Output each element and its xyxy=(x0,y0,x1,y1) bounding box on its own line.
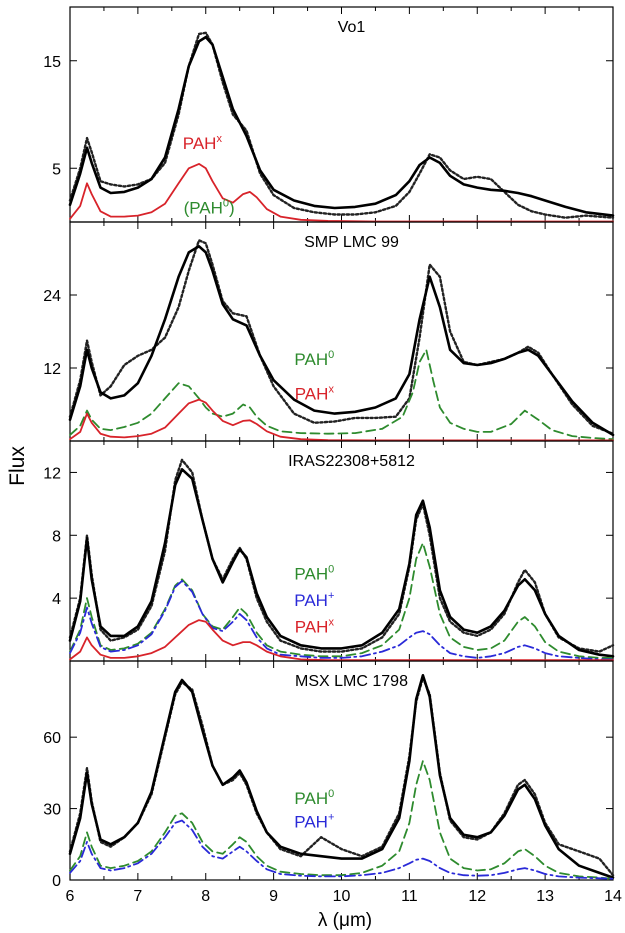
panel-frame xyxy=(69,440,614,662)
series-line xyxy=(68,467,615,658)
series-line xyxy=(68,239,615,435)
species-label: PAH0 xyxy=(294,349,334,369)
series-line xyxy=(68,673,615,879)
series-line xyxy=(68,245,615,437)
x-tick-label: 13 xyxy=(536,888,554,905)
series-line xyxy=(69,619,614,662)
y-tick-label: 24 xyxy=(43,288,61,305)
y-tick-label: 5 xyxy=(52,161,61,178)
x-axis-label: λ (μm) xyxy=(318,910,372,931)
y-tick-label: 30 xyxy=(43,802,61,819)
x-tick-label: 6 xyxy=(66,888,75,905)
x-tick-label: 12 xyxy=(468,888,486,905)
series-line xyxy=(69,580,614,661)
y-axis-label: Flux xyxy=(6,446,29,486)
y-tick-label: 12 xyxy=(43,465,61,482)
y-tick-label: 15 xyxy=(43,54,61,71)
chart-panel: 5 15 Vo1 PAHx (PAH0) xyxy=(43,6,615,223)
species-label: PAH+ xyxy=(294,590,334,610)
series-line xyxy=(69,162,614,223)
species-label: PAHx xyxy=(295,617,335,637)
series-line xyxy=(68,31,615,219)
species-label: PAHx xyxy=(183,133,223,153)
species-label: PAH0 xyxy=(294,563,334,583)
panel-title: IRAS22308+5812 xyxy=(288,453,415,470)
y-tick-label: 4 xyxy=(52,591,61,608)
species-label: (PAH0) xyxy=(184,197,235,217)
series-line xyxy=(69,760,614,880)
y-tick-label: 8 xyxy=(52,528,61,545)
panel-frame xyxy=(69,221,614,442)
x-tick-label: 7 xyxy=(133,888,142,905)
panel-title: MSX LMC 1798 xyxy=(295,673,408,690)
series-line xyxy=(68,676,615,877)
y-tick-label: 0 xyxy=(52,873,61,890)
chart-panel: 4 8 12 IRAS22308+5812 PAH0 PAH+ PAHx xyxy=(43,440,615,662)
panel-frame xyxy=(69,660,614,881)
panel-title: Vo1 xyxy=(338,19,366,36)
x-tick-label: 10 xyxy=(333,888,351,905)
series-line xyxy=(69,398,614,442)
panel-title: SMP LMC 99 xyxy=(304,234,399,251)
series-line xyxy=(69,542,614,659)
x-tick-label: 14 xyxy=(604,888,622,905)
x-tick-label: 8 xyxy=(201,888,210,905)
species-label: PAH+ xyxy=(294,812,334,832)
chart-panel: 0 30 60 MSX LMC 1798 PAH0 PAH+ xyxy=(43,660,615,890)
y-tick-label: 12 xyxy=(43,361,61,378)
series-line xyxy=(69,819,614,880)
chart-panel: 12 24 SMP LMC 99 PAH0 PAHx xyxy=(43,221,615,442)
series-line xyxy=(68,35,615,217)
panel-frame xyxy=(69,6,614,223)
species-label: PAHx xyxy=(295,384,335,404)
y-tick-label: 60 xyxy=(43,730,61,747)
series-line xyxy=(69,348,614,441)
species-label: PAH0 xyxy=(294,788,334,808)
panels-group: 5 15 Vo1 PAHx (PAH0) 12 24 SMP LMC 99 PAH0 PAHx 4 8… xyxy=(43,6,622,905)
x-tick-label: 11 xyxy=(401,888,418,905)
x-tick-label: 9 xyxy=(269,888,278,905)
